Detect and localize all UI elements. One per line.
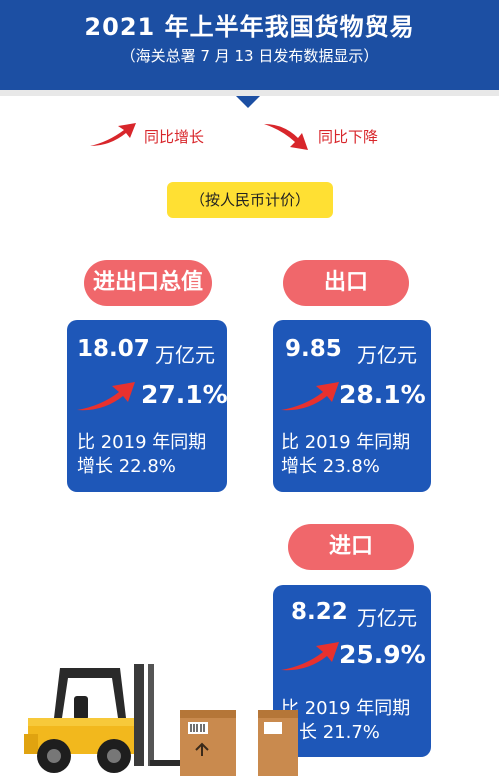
- header-banner: 2021 年上半年我国货物贸易 （海关总署 7 月 13 日发布数据显示）: [0, 0, 499, 90]
- total-title-pill: 进出口总值: [84, 260, 212, 306]
- total-compare-line2: 增长 22.8%: [77, 456, 176, 477]
- trend-up-arrow-icon: [281, 382, 339, 411]
- legend-up-label: 同比增长: [144, 128, 205, 146]
- header-pointer-icon: [236, 96, 260, 108]
- import-compare-line1: 比 2019 年同期: [281, 698, 411, 719]
- trend-up-arrow-icon: [90, 123, 136, 146]
- legend-down-label: 同比下降: [318, 128, 379, 146]
- export-title-pill: 出口: [283, 260, 409, 306]
- export-card: 9.85 万亿元 28.1% 比 2019 年同期 增长 23.8%: [273, 320, 431, 492]
- import-card: 8.22 万亿元 25.9% 比 2019 年同期 增长 21.7%: [273, 585, 431, 757]
- total-growth: 27.1%: [141, 380, 228, 409]
- export-compare-line2: 增长 23.8%: [281, 456, 380, 477]
- export-compare-line1: 比 2019 年同期: [281, 432, 411, 453]
- page-subtitle: （海关总署 7 月 13 日发布数据显示）: [120, 47, 379, 65]
- total-value: 18.07: [77, 336, 150, 362]
- total-unit: 万亿元: [155, 343, 215, 367]
- import-unit: 万亿元: [357, 606, 417, 630]
- import-growth: 25.9%: [339, 640, 426, 669]
- total-card: 18.07 万亿元 27.1% 比 2019 年同期 增长 22.8%: [67, 320, 228, 492]
- export-value: 9.85: [285, 336, 342, 362]
- page-title: 2021 年上半年我国货物贸易: [84, 13, 415, 41]
- import-value: 8.22: [291, 599, 348, 625]
- legend-up: 同比增长: [88, 120, 228, 152]
- currency-note: （按人民币计价）: [167, 182, 333, 218]
- export-growth: 28.1%: [339, 380, 426, 409]
- header-divider: [0, 90, 499, 96]
- legend-down: 同比下降: [262, 120, 402, 152]
- cardboard-box-icon: [258, 710, 298, 776]
- import-title-pill: 进口: [288, 524, 414, 570]
- trend-down-arrow-icon: [264, 124, 308, 150]
- import-compare-line2: 增长 21.7%: [281, 722, 380, 743]
- trend-up-arrow-icon: [77, 382, 135, 411]
- total-compare-line1: 比 2019 年同期: [77, 432, 207, 453]
- trend-up-arrow-icon: [281, 642, 339, 671]
- forklift-icon: [24, 664, 182, 773]
- export-unit: 万亿元: [357, 343, 417, 367]
- cardboard-box-icon: [180, 710, 236, 776]
